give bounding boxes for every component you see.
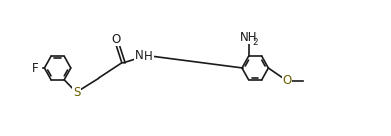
Text: N: N [135, 49, 143, 62]
Text: F: F [32, 61, 38, 75]
Text: NH: NH [240, 31, 257, 44]
Text: S: S [73, 86, 80, 99]
Text: O: O [111, 33, 120, 46]
Text: 2: 2 [253, 38, 258, 47]
Text: O: O [282, 74, 292, 87]
Text: H: H [144, 50, 153, 63]
